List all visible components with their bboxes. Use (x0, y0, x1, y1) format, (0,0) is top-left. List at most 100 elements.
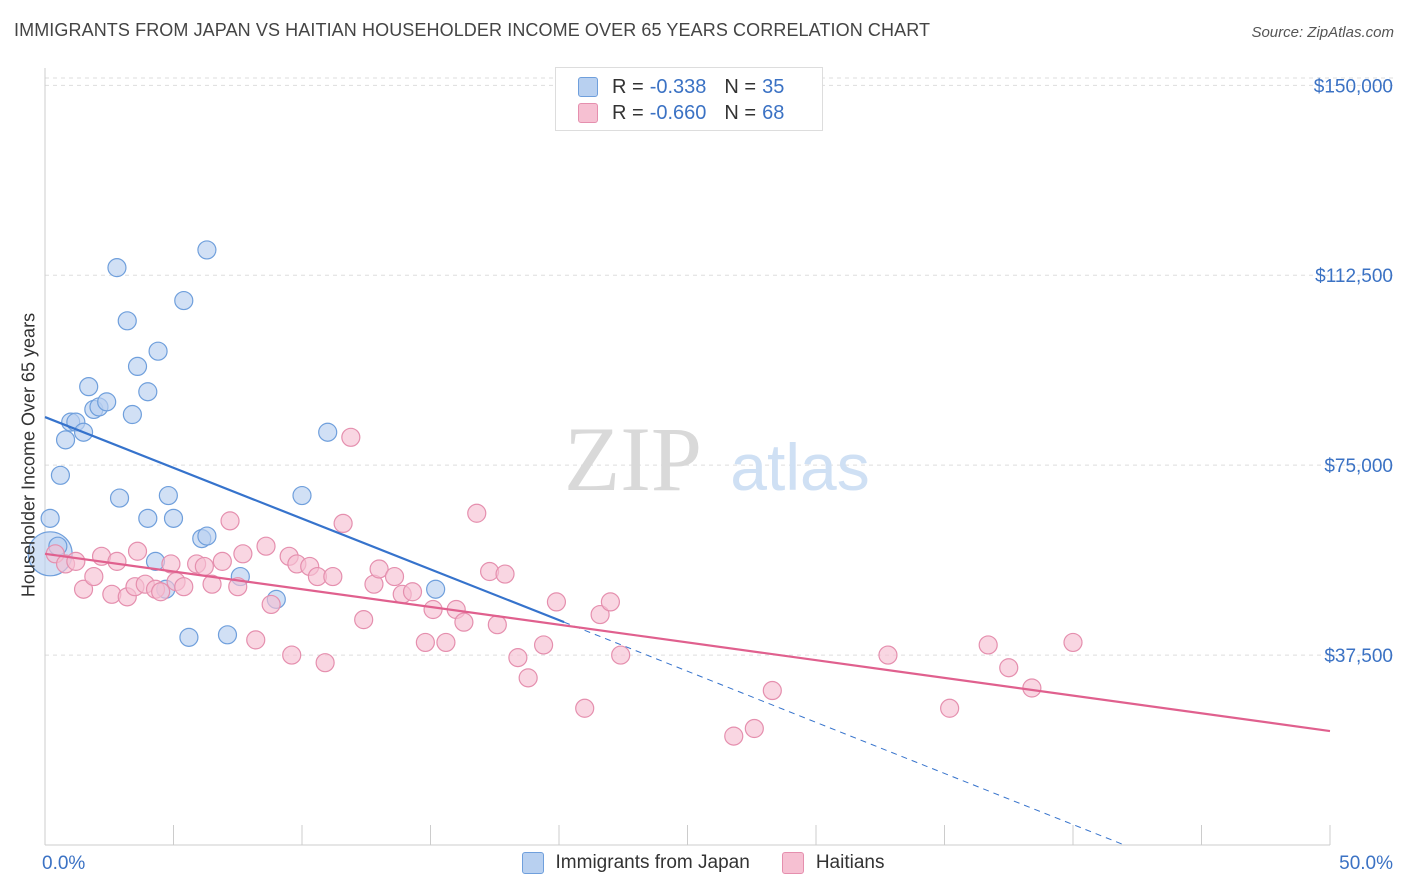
y-tick-label: $112,500 (1315, 266, 1393, 287)
haiti-point (161, 554, 181, 574)
japan-point (163, 508, 184, 528)
watermark-zip: ZIP (564, 408, 702, 510)
haiti-point (315, 653, 335, 673)
legend-item-japan: Immigrants from Japan (521, 852, 750, 874)
haiti-point (220, 511, 240, 531)
haiti-point (73, 579, 94, 599)
haiti-point (495, 564, 515, 584)
haiti-point (415, 632, 435, 653)
trendline-haiti (44, 552, 1331, 733)
chart-title: IMMIGRANTS FROM JAPAN VS HAITIAN HOUSEHO… (14, 20, 931, 40)
haiti-point (467, 503, 487, 523)
y-tick-label: $150,000 (1314, 76, 1393, 97)
japan-point (107, 258, 127, 278)
haiti-point (454, 612, 474, 632)
legend-swatch-haiti (578, 103, 598, 123)
y-axis-label: Householder Income Over 65 years (18, 312, 39, 598)
haiti-point (84, 566, 104, 587)
haiti-point (940, 698, 960, 718)
haiti-point (508, 648, 528, 668)
haiti-point (333, 513, 353, 534)
haiti-point (228, 577, 248, 597)
x-tick-label-max: 50.0% (1339, 853, 1393, 874)
y-tick-label: $75,000 (1324, 456, 1393, 477)
haiti-point (256, 536, 276, 556)
haiti-point (202, 574, 222, 594)
haiti-point (600, 592, 621, 612)
grid-lines (45, 77, 1395, 656)
legend-n-value: 68 (762, 101, 785, 124)
legend-row-japan: R = -0.338 N = 35 (578, 75, 784, 99)
trend-lines (44, 416, 1331, 846)
legend-n-label: N = (724, 101, 757, 124)
legend-r-value: -0.660 (649, 101, 707, 124)
haiti-point (212, 551, 232, 571)
japan-point (97, 392, 117, 412)
legend-n-label: N = (724, 75, 757, 98)
japan-point (79, 377, 99, 397)
haiti-point (282, 645, 302, 665)
haiti-point (369, 559, 389, 579)
legend-swatch-japan (578, 77, 598, 97)
haiti-point (878, 645, 898, 665)
haiti-point (261, 594, 281, 615)
trendline-japan-extension (563, 621, 1125, 846)
legend-item-haiti: Haitians (781, 852, 885, 874)
correlation-legend: R = -0.338 N = 35 R = -0.660 N = 68 (555, 67, 823, 131)
watermark: ZIP atlas (564, 408, 870, 510)
haiti-point (590, 604, 610, 625)
legend-r-value: -0.338 (649, 75, 707, 98)
legend-r-label: R = (612, 101, 644, 124)
haiti-point (518, 668, 538, 688)
source-label: Source: ZipAtlas.com (1251, 24, 1394, 41)
haiti-point (233, 544, 253, 564)
axes (44, 68, 1331, 846)
haiti-point (354, 610, 374, 630)
japan-point (197, 240, 217, 260)
haiti-point (575, 698, 595, 718)
legend-swatch-haiti (781, 852, 804, 874)
series-legend: Immigrants from Japan Haitians (0, 852, 1406, 874)
japan-point (197, 526, 217, 546)
japan-point (55, 430, 76, 450)
legend-row-haiti: R = -0.660 N = 68 (578, 101, 784, 125)
japan-point (179, 627, 199, 647)
haiti-point (978, 635, 998, 655)
haiti-point (246, 630, 266, 650)
haiti-point (533, 635, 554, 655)
haiti-point (744, 718, 764, 739)
haiti-point (174, 577, 194, 597)
haiti-point (1063, 632, 1083, 653)
haiti-point (194, 556, 214, 577)
japan-point (292, 485, 312, 506)
japan-point (40, 508, 60, 528)
japan-point (217, 625, 238, 645)
haiti-point (341, 427, 361, 447)
japan-point (148, 341, 168, 361)
y-tick-label: $37,500 (1324, 646, 1393, 667)
x-tick-label-min: 0.0% (42, 853, 85, 874)
japan-point (138, 382, 158, 402)
watermark-atlas: atlas (730, 430, 869, 504)
haiti-point (323, 566, 343, 587)
haiti-point (107, 551, 127, 571)
japan-point (426, 579, 446, 599)
haiti-point (546, 592, 567, 612)
japan-point (138, 508, 158, 528)
legend-label-haiti: Haitians (815, 852, 885, 873)
japan-point (109, 488, 130, 508)
japan-point (318, 422, 338, 442)
japan-point (158, 485, 178, 506)
japan-point (50, 465, 71, 485)
haiti-point (151, 582, 171, 602)
trendline-japan (44, 416, 565, 624)
legend-swatch-japan (521, 852, 544, 874)
haiti-point (66, 551, 86, 571)
tick-labels: $37,500 $75,000 $112,500 $150,000 0.0% 50.0% (42, 76, 1393, 874)
haiti-point (611, 645, 631, 665)
haiti-point (762, 680, 782, 701)
haiti-point (487, 615, 507, 635)
japan-point (122, 404, 142, 425)
haiti-point (402, 582, 423, 602)
